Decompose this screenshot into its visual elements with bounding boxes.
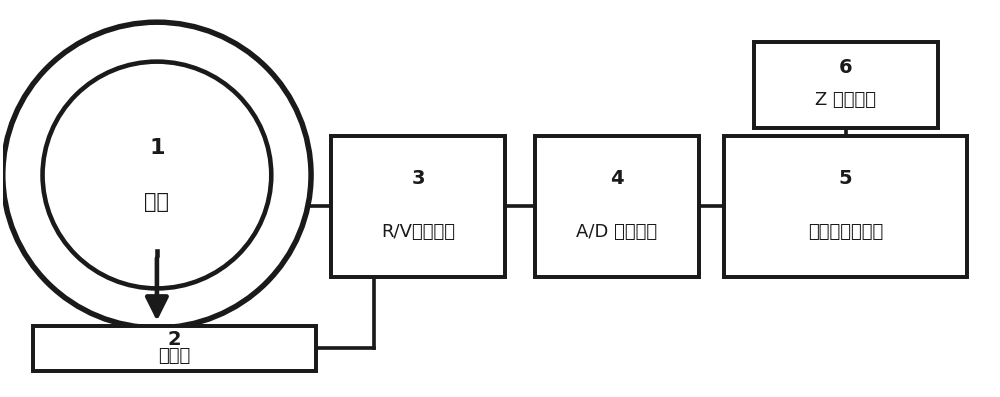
Text: 刀片: 刀片 — [144, 193, 169, 212]
Text: 2: 2 — [168, 330, 181, 349]
Text: R/V转换电路: R/V转换电路 — [381, 223, 455, 241]
Text: 单片机控制电路: 单片机控制电路 — [808, 223, 883, 241]
Bar — [754, 42, 938, 128]
Text: 6: 6 — [839, 58, 852, 77]
Bar — [724, 136, 967, 277]
Text: 1: 1 — [149, 138, 165, 158]
Text: 4: 4 — [610, 169, 624, 188]
Text: A/D 转换电路: A/D 转换电路 — [576, 223, 657, 241]
Ellipse shape — [43, 62, 271, 288]
Bar — [331, 136, 505, 277]
Bar — [535, 136, 699, 277]
Text: 工作台: 工作台 — [158, 347, 190, 365]
Text: Z 向控制器: Z 向控制器 — [815, 91, 876, 110]
Bar — [33, 326, 316, 371]
Text: 5: 5 — [839, 169, 852, 188]
Text: 3: 3 — [411, 169, 425, 188]
